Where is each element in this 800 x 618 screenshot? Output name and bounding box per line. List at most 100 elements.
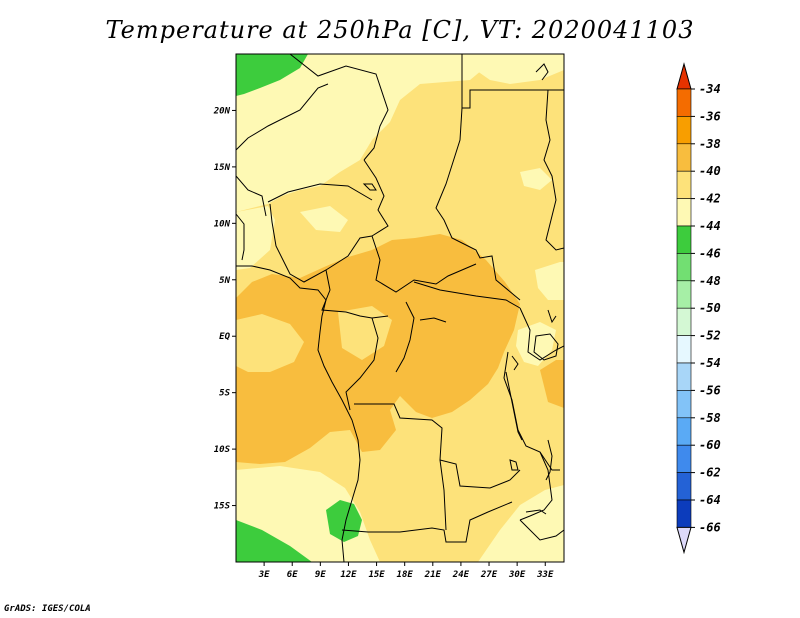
plot-title: Temperature at 250hPa [C], VT: 202004110… — [105, 16, 695, 44]
contour-fill-44-south — [326, 500, 362, 542]
contour-fill-44-northwest — [236, 54, 308, 96]
temperature-field — [236, 54, 564, 562]
lat-tick-label: 15N — [214, 163, 231, 173]
lon-tick-label: 12E — [340, 570, 357, 580]
border-niger-south — [267, 183, 373, 203]
coast-red-sea — [535, 63, 549, 81]
contour-fill-42-lakes — [516, 322, 556, 366]
lon-tick-label: 15E — [368, 570, 385, 580]
lake-kivu — [511, 355, 519, 371]
colorbar-segment-6 — [676, 253, 692, 282]
colorbar-label: -60 — [699, 438, 721, 452]
border-chad-sudan — [435, 107, 521, 301]
lat-tick-label: 5N — [219, 276, 230, 286]
lat-tick-label: EQ — [219, 332, 230, 342]
colorbar-label: -34 — [699, 82, 721, 96]
colorbar-label: -40 — [699, 164, 721, 178]
colorbar-segment-13 — [676, 444, 692, 473]
colorbar-label: -56 — [699, 383, 721, 397]
contour-fill-42-southeast — [478, 485, 564, 562]
country-borders — [236, 54, 564, 543]
lon-tick-label: 6E — [287, 570, 298, 580]
colorbar-label: -38 — [699, 137, 721, 151]
border-nigeria — [269, 203, 373, 283]
colorbar-label: -36 — [699, 109, 721, 123]
lake-south — [525, 509, 547, 515]
colorbar-label: -50 — [699, 301, 721, 315]
lake-tanganyika — [505, 371, 523, 441]
colorbar-segment-0 — [676, 88, 692, 117]
border-east-lakes — [503, 351, 560, 471]
contour-fill-42-northeast — [470, 54, 564, 84]
border-southeast — [519, 519, 564, 541]
contour-fill-38-east — [540, 360, 564, 408]
lat-tick-label: 5S — [219, 389, 230, 399]
lat-tick-label: 15S — [214, 502, 231, 512]
colorbar-label: -48 — [699, 274, 721, 288]
lon-tick-label: 33E — [536, 570, 554, 580]
colorbar-segment-1 — [676, 116, 692, 145]
colorbar-label: -58 — [699, 411, 721, 425]
lake-drc — [419, 317, 447, 323]
lon-tick-label: 30E — [508, 570, 526, 580]
border-east-north — [543, 89, 564, 251]
lake-malawi — [545, 439, 553, 481]
contour-fill-42-east — [535, 262, 564, 300]
colorbar-segment-12 — [676, 417, 692, 446]
lake-victoria — [533, 333, 559, 361]
colorbar-label: -52 — [699, 329, 721, 343]
lon-tick-label: 24E — [452, 570, 470, 580]
colorbar-label: -46 — [699, 246, 721, 260]
lon-tick-label: 21E — [424, 570, 442, 580]
border-angola-south — [341, 501, 513, 543]
border-chad-car — [371, 235, 477, 293]
colorbar-segment-10 — [676, 362, 692, 391]
border-congo — [345, 317, 379, 411]
colorbar-segment-3 — [676, 170, 692, 199]
lake-zambia — [509, 459, 519, 471]
lake-turkana — [547, 309, 557, 324]
lon-tick-label: 18E — [397, 570, 414, 580]
contour-fill-42-west — [236, 206, 275, 270]
map-frame — [235, 53, 565, 563]
coastlines — [236, 63, 559, 562]
contour-fill-38-mid — [418, 292, 508, 384]
border-drc-east — [395, 301, 415, 373]
colorbar-segment-2 — [676, 143, 692, 172]
lat-tick-label: 10S — [214, 445, 231, 455]
contour-fill-42-small — [520, 168, 552, 190]
colorbar: -34 -36 -38 -40 -42 -44 -46 -48 -50 -52 -54 -56 -58 -… — [676, 62, 721, 555]
colorbar-label: -44 — [699, 219, 721, 233]
lon-tick-label: 27E — [480, 570, 498, 580]
border-mozambique — [519, 451, 553, 521]
colorbar-label: -62 — [699, 466, 721, 480]
colorbar-segment-7 — [676, 280, 692, 309]
lake-chad — [362, 183, 377, 191]
border-algeria-libya — [289, 54, 389, 161]
border-sahara-mali — [236, 83, 329, 151]
colorbar-label: -42 — [699, 192, 721, 206]
lon-tick-label: 3E — [258, 570, 270, 580]
colorbar-top-arrow — [676, 62, 692, 90]
contour-fill-42-north — [236, 54, 482, 212]
axis-ticks: 3E 6E 9E 12E 15E 18E 21E 24E 27E 30E 33E 20N 15N 10N 5… — [213, 106, 554, 580]
colorbar-label: -64 — [699, 493, 721, 507]
colorbar-label: -66 — [699, 520, 721, 534]
contour-fill-40-patch-center — [338, 306, 392, 360]
colorbar-segment-5 — [676, 225, 692, 254]
border-zambia — [439, 459, 447, 531]
colorbar-segment-11 — [676, 390, 692, 419]
coast-west-africa — [236, 265, 361, 562]
lon-tick-label: 9E — [315, 570, 326, 580]
colorbar-segment-8 — [676, 307, 692, 336]
border-libya-egypt — [461, 54, 564, 109]
border-niger-chad — [363, 159, 389, 237]
colorbar-segment-4 — [676, 198, 692, 227]
colorbar-segment-9 — [676, 335, 692, 364]
border-west — [236, 175, 267, 217]
colorbar-label: -54 — [699, 356, 721, 370]
colorbar-segment-15 — [676, 499, 692, 528]
contour-fill-40-patch-west — [236, 314, 304, 372]
